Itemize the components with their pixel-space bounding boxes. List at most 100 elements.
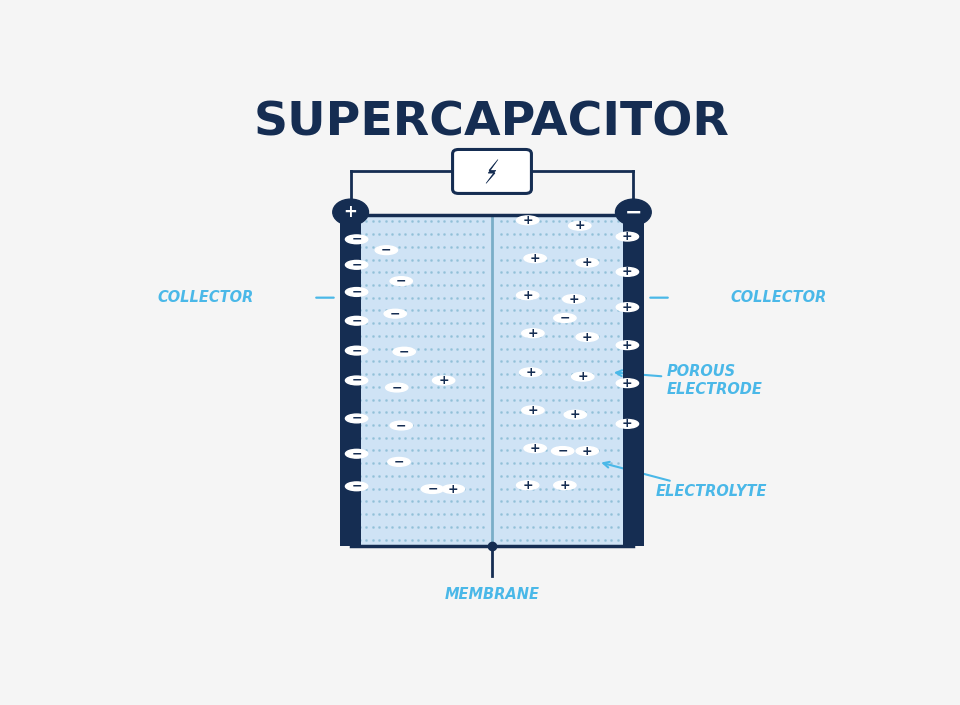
Text: −: − (351, 447, 362, 460)
Ellipse shape (516, 216, 539, 225)
Ellipse shape (576, 447, 598, 455)
Text: +: + (570, 408, 581, 421)
Ellipse shape (616, 379, 638, 388)
Text: +: + (578, 370, 588, 383)
Text: COLLECTOR: COLLECTOR (157, 290, 253, 305)
Text: −: − (392, 381, 402, 394)
Ellipse shape (564, 410, 587, 419)
Ellipse shape (443, 484, 465, 493)
Text: +: + (522, 479, 533, 491)
Text: MEMBRANE: MEMBRANE (444, 587, 540, 602)
Text: −: − (351, 314, 362, 327)
Ellipse shape (571, 372, 594, 381)
Text: +: + (530, 442, 540, 455)
Ellipse shape (346, 317, 368, 325)
Ellipse shape (563, 295, 585, 303)
Text: +: + (582, 256, 592, 269)
Text: +: + (448, 482, 459, 496)
Text: −: − (394, 455, 404, 468)
Ellipse shape (616, 232, 638, 241)
Ellipse shape (516, 291, 539, 300)
Text: +: + (522, 214, 533, 227)
Ellipse shape (346, 288, 368, 296)
Ellipse shape (384, 309, 406, 318)
Text: −: − (351, 412, 362, 425)
Bar (350, 215, 634, 546)
Text: +: + (439, 374, 449, 387)
Ellipse shape (390, 421, 413, 430)
Ellipse shape (346, 449, 368, 458)
Ellipse shape (432, 376, 455, 385)
Ellipse shape (576, 258, 598, 267)
Ellipse shape (375, 246, 397, 255)
Text: −: − (396, 275, 406, 288)
Text: +: + (622, 376, 633, 390)
Text: POROUS
ELECTRODE: POROUS ELECTRODE (616, 364, 762, 397)
Ellipse shape (522, 329, 544, 338)
Ellipse shape (524, 254, 546, 263)
Ellipse shape (524, 444, 546, 453)
Ellipse shape (346, 235, 368, 244)
Text: SUPERCAPACITOR: SUPERCAPACITOR (254, 100, 730, 145)
Text: +: + (622, 265, 633, 278)
Bar (340, 215, 361, 546)
Text: COLLECTOR: COLLECTOR (731, 290, 827, 305)
Ellipse shape (346, 482, 368, 491)
Text: −: − (427, 482, 438, 496)
Ellipse shape (388, 458, 410, 466)
Text: −: − (351, 374, 362, 387)
Ellipse shape (568, 221, 591, 230)
Text: +: + (622, 300, 633, 314)
Text: +: + (622, 338, 633, 352)
Ellipse shape (552, 447, 574, 455)
Text: −: − (351, 258, 362, 271)
Text: +: + (344, 203, 357, 221)
Ellipse shape (576, 333, 598, 341)
Text: −: − (381, 244, 392, 257)
Text: +: + (528, 404, 539, 417)
Ellipse shape (616, 419, 638, 428)
Ellipse shape (522, 406, 544, 415)
Text: +: + (582, 331, 592, 343)
Text: +: + (568, 293, 579, 305)
Text: +: + (528, 326, 539, 340)
Text: −: − (625, 202, 642, 222)
Text: −: − (560, 312, 570, 324)
Polygon shape (486, 159, 498, 183)
Ellipse shape (516, 481, 539, 489)
Ellipse shape (616, 267, 638, 276)
Text: +: + (525, 366, 536, 379)
Ellipse shape (616, 302, 638, 312)
Text: −: − (390, 307, 400, 320)
Text: −: − (399, 345, 410, 358)
Text: −: − (396, 419, 406, 432)
Ellipse shape (386, 383, 408, 392)
Bar (623, 215, 644, 546)
Ellipse shape (519, 368, 541, 376)
Ellipse shape (554, 481, 576, 489)
Text: +: + (530, 252, 540, 265)
Text: −: − (351, 344, 362, 357)
Ellipse shape (346, 346, 368, 355)
Text: −: − (351, 233, 362, 246)
Bar (350, 215, 634, 546)
Ellipse shape (346, 376, 368, 385)
FancyBboxPatch shape (452, 149, 532, 193)
Text: +: + (560, 479, 570, 491)
Ellipse shape (393, 348, 416, 356)
Text: +: + (622, 230, 633, 243)
Ellipse shape (421, 484, 444, 493)
Text: −: − (351, 480, 362, 493)
Ellipse shape (390, 277, 413, 286)
Text: +: + (622, 417, 633, 430)
Ellipse shape (616, 341, 638, 350)
Circle shape (333, 199, 369, 225)
Text: −: − (558, 445, 568, 458)
Ellipse shape (346, 260, 368, 269)
Circle shape (615, 199, 651, 225)
Text: +: + (574, 219, 585, 232)
Ellipse shape (346, 414, 368, 423)
Text: +: + (582, 445, 592, 458)
Ellipse shape (554, 314, 576, 322)
Text: ELECTROLYTE: ELECTROLYTE (603, 462, 767, 499)
